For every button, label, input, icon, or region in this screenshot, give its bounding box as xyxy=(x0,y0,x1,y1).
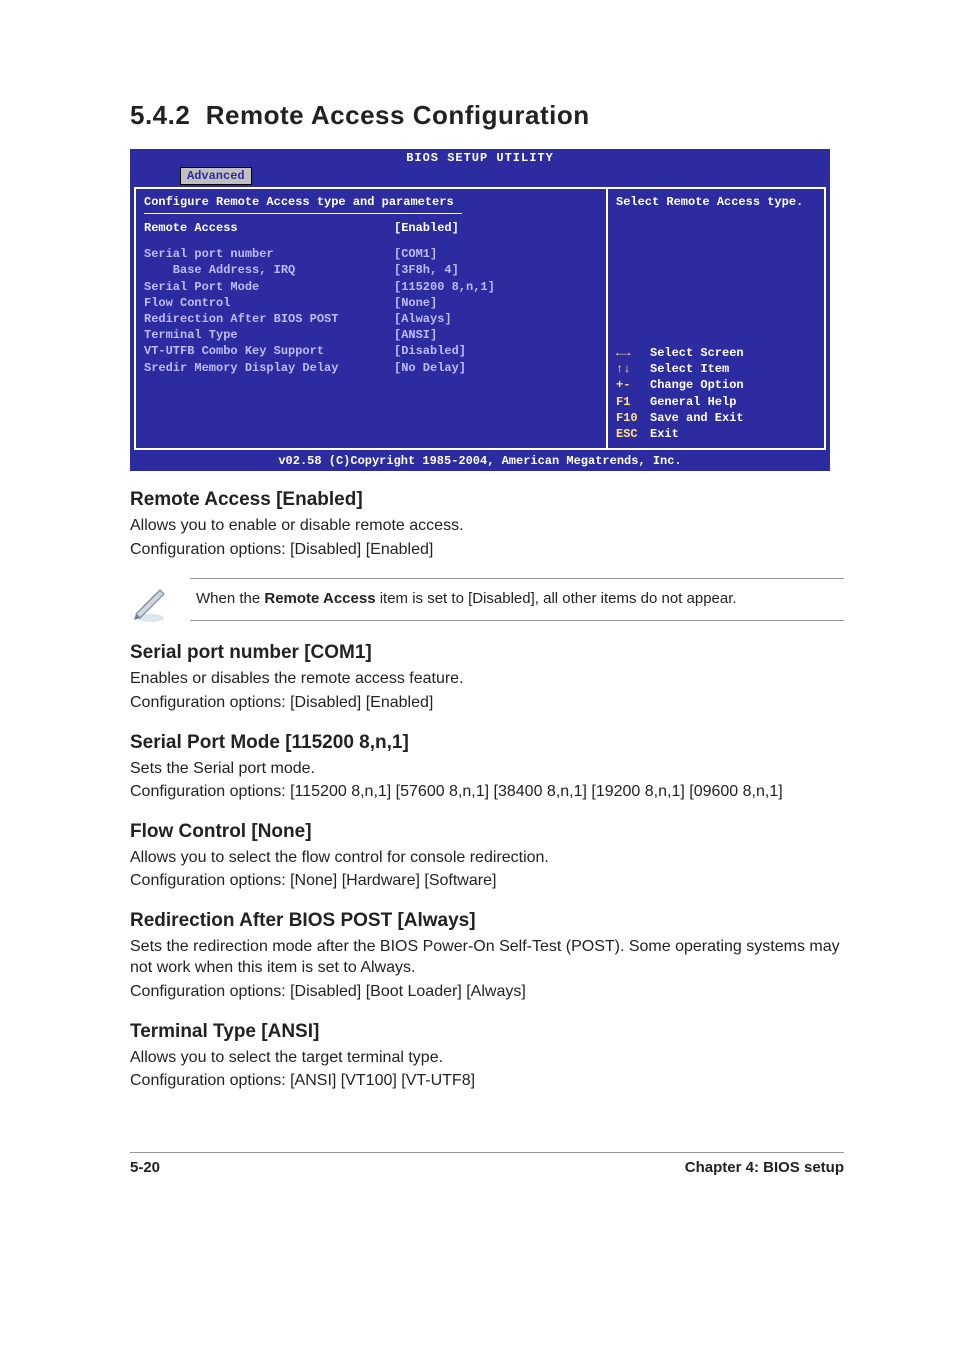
note-callout: When the Remote Access item is set to [D… xyxy=(130,578,844,624)
bios-title: BIOS SETUP UTILITY xyxy=(130,149,830,167)
bios-setting-value: [No Delay] xyxy=(394,360,466,376)
bios-key-symbol: ↑↓ xyxy=(616,361,650,377)
option-heading: Serial port number [COM1] xyxy=(130,642,844,664)
section-number: 5.4.2 xyxy=(130,100,190,130)
option-desc: Configuration options: [Disabled] [Boot … xyxy=(130,981,844,1003)
bios-key-text: Save and Exit xyxy=(650,410,744,426)
note-prefix: When the xyxy=(196,590,264,607)
bios-setting-row[interactable]: Sredir Memory Display Delay[No Delay] xyxy=(144,360,598,376)
option-config: Configuration options: [Disabled] [Enabl… xyxy=(130,539,844,561)
bios-setting-label: Serial Port Mode xyxy=(144,279,394,295)
option-heading: Flow Control [None] xyxy=(130,821,844,843)
section-heading: 5.4.2 Remote Access Configuration xyxy=(130,100,844,131)
option-heading: Remote Access [Enabled] xyxy=(130,489,844,511)
bios-key-text: Exit xyxy=(650,426,679,442)
bios-key-text: Select Item xyxy=(650,361,729,377)
bios-help-text: Select Remote Access type. xyxy=(616,195,816,345)
bios-key-legend: ←→Select Screen↑↓Select Item+-Change Opt… xyxy=(616,345,816,442)
bios-key-row: ↑↓Select Item xyxy=(616,361,816,377)
option-desc: Allows you to select the target terminal… xyxy=(130,1047,844,1069)
bios-setting-value: [Disabled] xyxy=(394,343,466,359)
section-title: Remote Access Configuration xyxy=(206,100,590,130)
bios-key-symbol: +- xyxy=(616,377,650,393)
bios-setting-row[interactable]: Redirection After BIOS POST[Always] xyxy=(144,311,598,327)
option-desc: Configuration options: [None] [Hardware]… xyxy=(130,870,844,892)
bios-tabbar: Advanced xyxy=(130,167,830,185)
bios-key-text: Change Option xyxy=(650,377,744,393)
option-desc: Configuration options: [ANSI] [VT100] [V… xyxy=(130,1070,844,1092)
chapter-label: Chapter 4: BIOS setup xyxy=(685,1159,844,1176)
option-desc: Allows you to select the flow control fo… xyxy=(130,847,844,869)
bios-setting-label: VT-UTFB Combo Key Support xyxy=(144,343,394,359)
option-desc: Sets the Serial port mode. xyxy=(130,758,844,780)
bios-setting-label: Flow Control xyxy=(144,295,394,311)
bios-setting-value: [COM1] xyxy=(394,246,437,262)
option-desc: Enables or disables the remote access fe… xyxy=(130,668,844,690)
bios-setting-value: [Always] xyxy=(394,311,452,327)
bios-setting-label: Terminal Type xyxy=(144,327,394,343)
bios-main-pane: Configure Remote Access type and paramet… xyxy=(134,187,606,450)
bios-setting-value: [Enabled] xyxy=(394,220,459,236)
bios-setting-value: [None] xyxy=(394,295,437,311)
bios-key-row: F10Save and Exit xyxy=(616,410,816,426)
page-footer: 5-20 Chapter 4: BIOS setup xyxy=(130,1152,844,1176)
bios-setting-label: Serial port number xyxy=(144,246,394,262)
option-heading: Serial Port Mode [115200 8,n,1] xyxy=(130,732,844,754)
pencil-icon xyxy=(130,578,190,624)
bios-panel: BIOS SETUP UTILITY Advanced Configure Re… xyxy=(130,149,830,471)
bios-key-symbol: F1 xyxy=(616,394,650,410)
bios-setting-row[interactable]: Serial port number[COM1] xyxy=(144,246,598,262)
divider xyxy=(144,213,462,214)
bios-setting-value: [3F8h, 4] xyxy=(394,262,459,278)
bios-setting-value: [115200 8,n,1] xyxy=(394,279,495,295)
bios-key-row: +-Change Option xyxy=(616,377,816,393)
bios-setting-value: [ANSI] xyxy=(394,327,437,343)
bios-key-symbol: ESC xyxy=(616,426,650,442)
option-desc: Configuration options: [115200 8,n,1] [5… xyxy=(130,781,844,803)
option-desc: Sets the redirection mode after the BIOS… xyxy=(130,936,844,979)
option-heading: Terminal Type [ANSI] xyxy=(130,1021,844,1043)
bios-key-row: ESCExit xyxy=(616,426,816,442)
note-bold: Remote Access xyxy=(264,590,375,607)
option-heading: Redirection After BIOS POST [Always] xyxy=(130,910,844,932)
bios-setting-row[interactable]: Flow Control[None] xyxy=(144,295,598,311)
bios-setting-row[interactable]: Serial Port Mode[115200 8,n,1] xyxy=(144,279,598,295)
note-text: When the Remote Access item is set to [D… xyxy=(190,578,844,620)
bios-key-text: Select Screen xyxy=(650,345,744,361)
bios-setting-label: Sredir Memory Display Delay xyxy=(144,360,394,376)
bios-setting-label: Base Address, IRQ xyxy=(144,262,394,278)
bios-setting-label: Remote Access xyxy=(144,220,394,236)
bios-setting-row[interactable]: Base Address, IRQ[3F8h, 4] xyxy=(144,262,598,278)
bios-key-symbol: ←→ xyxy=(616,345,650,361)
bios-setting-label: Redirection After BIOS POST xyxy=(144,311,394,327)
bios-help-pane: Select Remote Access type. ←→Select Scre… xyxy=(606,187,826,450)
bios-setting-row[interactable]: Remote Access [Enabled] xyxy=(144,220,598,236)
bios-pane-heading: Configure Remote Access type and paramet… xyxy=(144,195,598,209)
option-desc: Allows you to enable or disable remote a… xyxy=(130,515,844,537)
bios-key-row: ←→Select Screen xyxy=(616,345,816,361)
page-number: 5-20 xyxy=(130,1159,160,1176)
option-desc: Configuration options: [Disabled] [Enabl… xyxy=(130,692,844,714)
bios-tab-advanced[interactable]: Advanced xyxy=(180,167,252,185)
bios-key-row: F1General Help xyxy=(616,394,816,410)
bios-key-symbol: F10 xyxy=(616,410,650,426)
bios-copyright: v02.58 (C)Copyright 1985-2004, American … xyxy=(130,452,830,471)
bios-setting-row[interactable]: Terminal Type[ANSI] xyxy=(144,327,598,343)
bios-key-text: General Help xyxy=(650,394,736,410)
bios-setting-row[interactable]: VT-UTFB Combo Key Support[Disabled] xyxy=(144,343,598,359)
note-suffix: item is set to [Disabled], all other ite… xyxy=(376,590,737,607)
